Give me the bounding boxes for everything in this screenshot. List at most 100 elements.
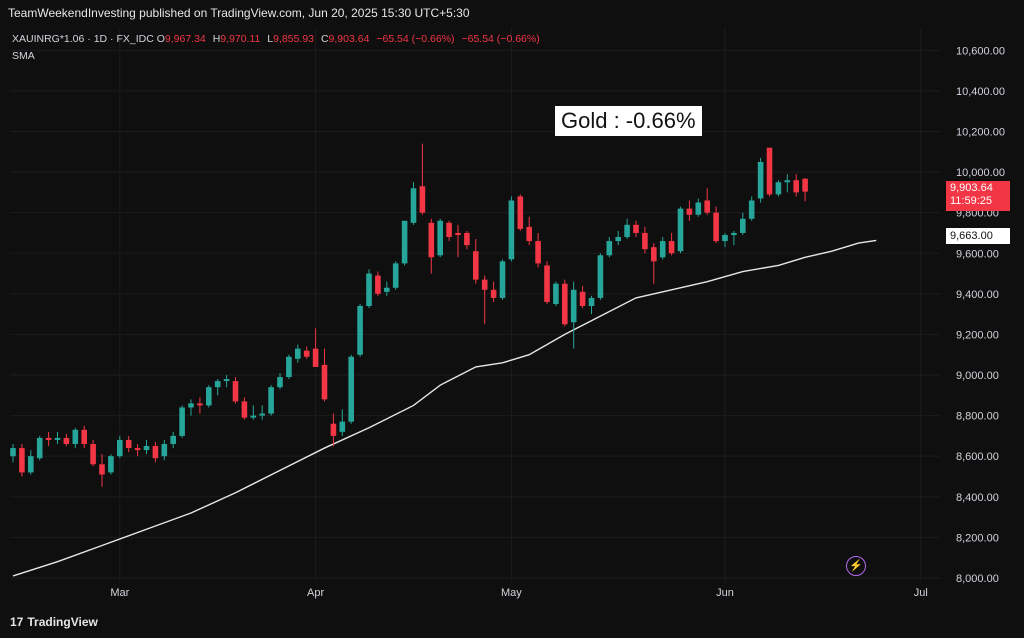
candle-body [125,439,132,449]
candle-body [10,448,16,457]
candle [375,271,381,296]
candle-body [170,435,176,445]
candle [45,431,52,447]
candle [357,303,363,357]
candle [606,237,613,258]
candle [295,344,301,363]
high-label: H [212,33,221,45]
candle [134,444,141,457]
candle [90,439,96,467]
candle-body [668,241,675,254]
candle-body [748,200,755,219]
candle-body [179,407,185,436]
candle [28,450,34,475]
open-label: O [156,33,165,45]
candle [633,220,639,238]
candle [757,157,764,203]
candle-body [81,429,87,445]
candle [615,230,621,246]
candle-body [197,403,203,406]
candle [722,232,728,248]
candle-body [766,147,773,195]
candle [499,259,506,300]
candle [286,354,292,380]
candle-body [72,429,79,445]
candle [597,253,604,300]
candle [232,377,239,404]
candle-body [330,423,337,436]
tradingview-logo[interactable]: 17 TradingView [10,615,98,629]
candle [428,218,435,274]
candle-body [651,247,657,262]
candle-body [473,251,479,280]
sma-line [12,239,877,577]
candle [170,431,176,449]
y-tick-label: 8,800.00 [956,411,999,423]
candle [72,427,79,449]
candle-body [446,222,452,238]
candle-body [793,180,799,193]
last-price-tag: 9,903.64 11:59:25 [946,181,1010,211]
candle [161,439,168,461]
candle-body [321,364,328,400]
candle-body [303,350,310,357]
sma-indicator-label[interactable]: SMA [12,50,35,62]
candle-body [490,289,497,298]
candle-body [241,401,248,418]
candle [259,405,265,420]
candle-body [312,348,319,367]
candle [179,405,185,438]
candle [117,435,123,459]
candle [677,206,684,254]
candle [99,454,105,487]
candle-body [731,232,737,235]
candle-body [295,348,301,359]
candle-body [63,437,70,445]
y-tick-label: 8,600.00 [956,451,999,463]
candle-body [108,456,114,473]
candle-body [45,437,52,440]
candle-body [428,222,435,258]
candle-body [268,387,274,414]
candle [526,216,532,246]
candle-body [677,208,684,252]
y-tick-label: 10,200.00 [956,126,1005,138]
close-label: C [320,33,329,45]
candle [206,385,212,408]
candle-body [588,297,595,307]
flash-icon[interactable]: ⚡ [846,556,866,576]
candle [659,237,666,260]
candle [553,281,559,307]
y-tick-label: 8,000.00 [956,573,999,585]
candle [330,413,337,447]
candle-body [499,261,506,298]
candle [152,441,159,463]
y-tick-label: 9,200.00 [956,329,999,341]
candle-body [517,196,524,229]
candle-body [19,448,25,473]
candle [321,348,328,402]
candle-body [232,381,239,402]
candle [410,182,417,225]
candle [188,399,194,416]
candle-body [704,200,710,213]
sma-price-tag: 9,663.00 [946,228,1010,244]
candle-body [455,232,461,235]
candle [624,218,630,240]
tradingview-mark-icon: 17 [10,615,24,629]
candle-body [775,182,782,195]
candle-body [802,178,808,192]
candle [223,375,230,388]
candle-body [117,439,123,457]
candle-body [36,437,43,459]
y-tick-label: 8,200.00 [956,532,999,544]
candle [784,174,791,193]
candle [713,206,719,244]
candle [544,261,550,304]
publish-header: TeamWeekendInvesting published on Tradin… [8,6,470,20]
candle [588,295,595,315]
candle-body [152,446,159,459]
y-tick-label: 10,600.00 [956,45,1005,57]
candle-body [401,220,408,264]
